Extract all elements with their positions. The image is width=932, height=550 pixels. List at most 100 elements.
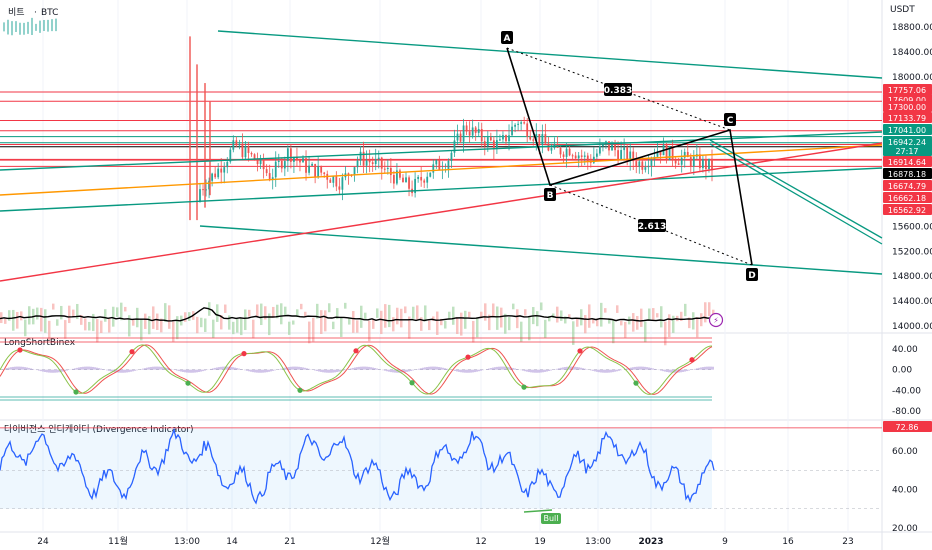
osc-histogram-bar	[84, 366, 86, 370]
volume-bar	[624, 321, 627, 338]
candle-body	[277, 160, 280, 162]
price-pane[interactable]: ⚡ A B C D 0.383 2.613	[0, 17, 883, 346]
volume-bar	[100, 320, 103, 334]
osc-histogram-bar	[214, 367, 216, 370]
osc-histogram-bar	[332, 369, 334, 373]
candle-body	[447, 161, 450, 170]
candle-body	[459, 133, 462, 142]
volume-bar	[84, 318, 87, 331]
osc-histogram-bar	[604, 369, 606, 373]
candle-body	[608, 141, 610, 151]
volume-bar	[392, 317, 395, 332]
osc-histogram-bar	[258, 369, 260, 373]
osc-histogram-bar	[306, 368, 308, 370]
candle-body	[659, 151, 662, 156]
osc-histogram-bar	[26, 367, 28, 370]
candle-body	[426, 176, 429, 183]
volume-bar	[356, 320, 359, 333]
volume-bar	[156, 313, 159, 331]
osc-signal-dot	[465, 354, 471, 360]
volume-bar	[112, 306, 115, 327]
time-axis[interactable]: 24 11월 13:00 14 21 12월 12 19 13:00 2023 9 16 23	[37, 535, 853, 547]
volume-bar	[228, 315, 231, 330]
osc-histogram-bar	[12, 366, 14, 370]
price-axis[interactable]: USDT 18800.00 18400.00 18000.00 15600.00 152…	[890, 5, 932, 332]
osc-histogram-bar	[254, 369, 256, 373]
volume-bar	[308, 321, 311, 344]
longshort-pane[interactable]: LongShortBinex 40.00 0.00 -40.00 -80.00	[0, 337, 921, 417]
candle-body	[595, 153, 598, 157]
price-level-value: 16914.64	[888, 158, 926, 167]
volume-bar	[68, 305, 71, 324]
volume-bar	[652, 308, 655, 321]
osc-histogram-bar	[632, 367, 634, 370]
pattern-ratio-label: 2.613	[638, 222, 666, 232]
osc-histogram-bar	[516, 369, 518, 370]
osc-histogram-bar	[490, 368, 492, 370]
volume-bar	[284, 306, 287, 316]
volume-bar	[612, 319, 615, 344]
osc-histogram-bar	[132, 369, 134, 372]
osc-histogram-bar	[522, 369, 524, 371]
price-level-value: 17300.00	[888, 103, 926, 112]
price-tick-label: 18800.00	[892, 23, 932, 33]
pattern-ratio-label: 0.383	[604, 86, 632, 96]
volume-bar	[456, 317, 459, 335]
time-tick-label: 12	[475, 537, 486, 547]
divergence-pane[interactable]: 다이버전스 인디케이터 (Divergence Indicator) Bull 7…	[0, 421, 932, 534]
candle-body	[559, 147, 562, 155]
osc-histogram-bar	[288, 366, 290, 370]
osc-histogram-bar	[364, 366, 366, 370]
osc-histogram-bar	[222, 366, 224, 370]
osc-histogram-bar	[264, 369, 266, 373]
osc-histogram-bar	[404, 369, 406, 373]
volume-bar	[216, 304, 219, 322]
osc-histogram-bar	[268, 369, 270, 372]
osc-signal-dot	[129, 349, 135, 355]
volume-bar	[200, 317, 203, 328]
osc-histogram-bar	[234, 367, 236, 370]
osc-histogram-bar	[428, 366, 430, 370]
pattern-point-label: A	[504, 34, 511, 44]
volume-bar	[464, 310, 467, 329]
candle-body	[505, 135, 507, 142]
osc-histogram-bar	[2, 369, 4, 370]
osc-histogram-bar	[660, 369, 662, 371]
candle-body	[299, 159, 301, 163]
osc-histogram-bar	[304, 367, 306, 370]
pattern-point-box	[501, 31, 513, 44]
osc-signal-dot	[73, 389, 79, 395]
osc-histogram-bar	[212, 368, 214, 370]
osc-histogram-bar	[154, 366, 156, 370]
osc-signal-dot	[353, 348, 359, 354]
candle-body	[529, 136, 532, 140]
volume-bar	[384, 304, 387, 328]
osc-histogram-bar	[108, 369, 110, 371]
osc-histogram-bar	[436, 366, 438, 370]
volume-bar	[508, 317, 511, 331]
osc-histogram-bar	[492, 367, 494, 370]
time-tick-label: 14	[226, 537, 238, 547]
price-tick-label: 18400.00	[892, 48, 932, 58]
candle-body	[568, 148, 571, 156]
candle-body	[223, 167, 226, 173]
volume-bar	[448, 311, 451, 320]
osc-histogram-bar	[494, 367, 496, 370]
volume-bar	[596, 318, 599, 327]
volume-bar	[76, 303, 79, 320]
candle-body	[320, 166, 323, 173]
osc-signal-dot	[185, 380, 191, 386]
osc-histogram-bar	[348, 368, 350, 370]
pattern-ratio-box	[604, 83, 632, 96]
osc-histogram-bar	[148, 367, 150, 370]
candle-body	[389, 167, 392, 176]
time-tick-label: 9	[722, 537, 728, 547]
osc-histogram-bar	[66, 369, 68, 371]
volume-bar	[12, 309, 15, 331]
osc-histogram-bar	[482, 369, 484, 371]
osc-histogram-bar	[592, 369, 594, 371]
osc-histogram-bar	[524, 369, 526, 372]
volume-bar	[36, 307, 39, 320]
osc-histogram-bar	[256, 369, 258, 373]
